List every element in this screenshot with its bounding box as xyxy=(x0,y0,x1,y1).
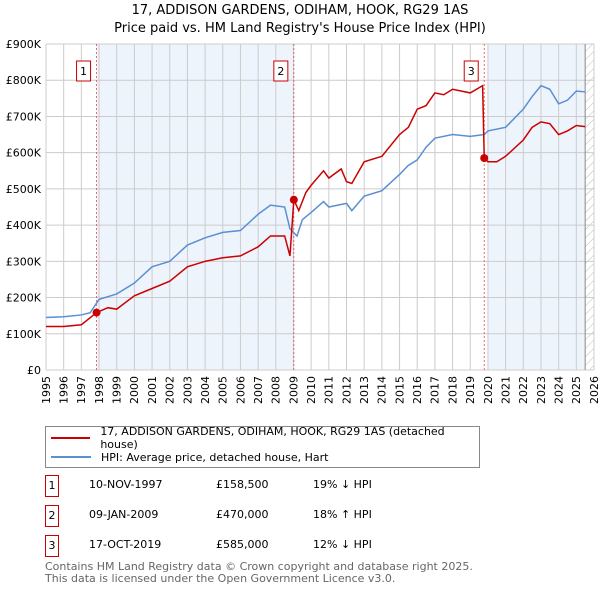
sale-number: 1 xyxy=(45,475,59,497)
x-tick-label: 2016 xyxy=(411,376,424,404)
hpi-line xyxy=(45,84,586,319)
sale-point xyxy=(289,195,298,204)
x-tick-label: 2020 xyxy=(482,376,495,404)
x-tick-label: 2019 xyxy=(464,376,477,404)
x-tick-label: 1996 xyxy=(58,376,71,404)
sale-point xyxy=(480,154,489,163)
sale-label: 3 xyxy=(468,65,475,78)
sale-number: 2 xyxy=(45,505,59,527)
sale-point xyxy=(92,308,101,317)
x-tick-label: 2009 xyxy=(287,376,300,404)
x-tick-label: 2011 xyxy=(323,376,336,404)
sale-price: £470,000 xyxy=(216,508,269,521)
sale-date: 17-OCT-2019 xyxy=(89,538,162,551)
x-tick-label: 1995 xyxy=(40,376,53,404)
x-tick-label: 2002 xyxy=(164,376,177,404)
shaded-region xyxy=(487,44,586,370)
sale-hpi-diff: 18% ↑ HPI xyxy=(313,508,372,521)
legend-item-property: 17, ADDISON GARDENS, ODIHAM, HOOK, RG29 … xyxy=(51,425,479,451)
sale-label-box xyxy=(273,60,289,82)
sale-price: £158,500 xyxy=(216,478,269,491)
x-tick-label: 2005 xyxy=(217,376,230,404)
x-tick-label: 2025 xyxy=(570,376,583,404)
x-tick-label: 2022 xyxy=(517,376,530,404)
shaded-region xyxy=(96,44,294,370)
y-tick-label: £300K xyxy=(6,255,42,268)
x-tick-label: 2003 xyxy=(181,376,194,404)
sale-label: 1 xyxy=(80,65,87,78)
x-tick-label: 2026 xyxy=(588,376,600,404)
x-tick-label: 2004 xyxy=(199,376,212,404)
y-tick-label: £100K xyxy=(6,328,42,341)
x-tick-label: 2023 xyxy=(535,376,548,404)
y-tick-label: £900K xyxy=(6,38,42,51)
x-tick-label: 2024 xyxy=(552,376,565,404)
x-tick-label: 2010 xyxy=(305,376,318,404)
property-line xyxy=(46,84,586,328)
y-tick-label: £700K xyxy=(6,110,42,123)
y-tick-label: £600K xyxy=(6,147,42,160)
y-tick-label: £0 xyxy=(27,364,41,377)
x-tick-label: 1998 xyxy=(93,376,106,404)
sale-label-box xyxy=(463,60,479,82)
sale-number: 3 xyxy=(45,535,59,557)
attribution: Contains HM Land Registry data © Crown c… xyxy=(45,561,473,585)
x-tick-label: 1999 xyxy=(111,376,124,404)
x-tick-label: 2007 xyxy=(252,376,265,404)
footer-line-1: Contains HM Land Registry data © Crown c… xyxy=(45,560,473,573)
legend-swatch-red xyxy=(51,437,91,439)
x-tick-label: 1997 xyxy=(75,376,88,404)
legend-label: HPI: Average price, detached house, Hart xyxy=(101,450,329,464)
legend-item-hpi: HPI: Average price, detached house, Hart xyxy=(51,448,328,466)
x-tick-label: 2001 xyxy=(146,376,159,404)
chart-title: 17, ADDISON GARDENS, ODIHAM, HOOK, RG29 … xyxy=(0,2,600,38)
sale-date: 09-JAN-2009 xyxy=(89,508,159,521)
legend: 17, ADDISON GARDENS, ODIHAM, HOOK, RG29 … xyxy=(45,425,480,468)
x-tick-label: 2018 xyxy=(446,376,459,404)
x-tick-label: 2014 xyxy=(376,376,389,404)
sale-date: 10-NOV-1997 xyxy=(89,478,163,491)
x-tick-label: 2015 xyxy=(393,376,406,404)
footer-line-2: This data is licensed under the Open Gov… xyxy=(45,572,396,585)
title-line: 17, ADDISON GARDENS, ODIHAM, HOOK, RG29 … xyxy=(131,3,469,18)
subtitle-line: Price paid vs. HM Land Registry's House … xyxy=(114,21,486,36)
sale-price: £585,000 xyxy=(216,538,269,551)
x-tick-label: 2012 xyxy=(340,376,353,404)
y-tick-label: £800K xyxy=(6,74,42,87)
price-chart: 1995 1996 1997 1998 1999 2000 2001 2002 2003 2004… xyxy=(6,38,600,404)
x-tick-label: 2021 xyxy=(499,376,512,404)
y-tick-label: £200K xyxy=(6,292,42,305)
x-tick-label: 2013 xyxy=(358,376,371,404)
y-tick-label: £500K xyxy=(6,183,42,196)
sale-label-box xyxy=(76,60,92,82)
sale-hpi-diff: 12% ↓ HPI xyxy=(313,538,372,551)
forecast-hatch xyxy=(585,44,594,370)
legend-swatch-blue xyxy=(51,456,91,458)
sale-hpi-diff: 19% ↓ HPI xyxy=(313,478,372,491)
x-tick-label: 2017 xyxy=(429,376,442,404)
x-tick-label: 2006 xyxy=(234,376,247,404)
sale-label: 2 xyxy=(277,65,284,78)
y-tick-label: £400K xyxy=(6,219,42,232)
legend-label: 17, ADDISON GARDENS, ODIHAM, HOOK, RG29 … xyxy=(100,425,445,451)
x-tick-label: 2000 xyxy=(128,376,141,404)
x-tick-label: 2008 xyxy=(270,376,283,404)
